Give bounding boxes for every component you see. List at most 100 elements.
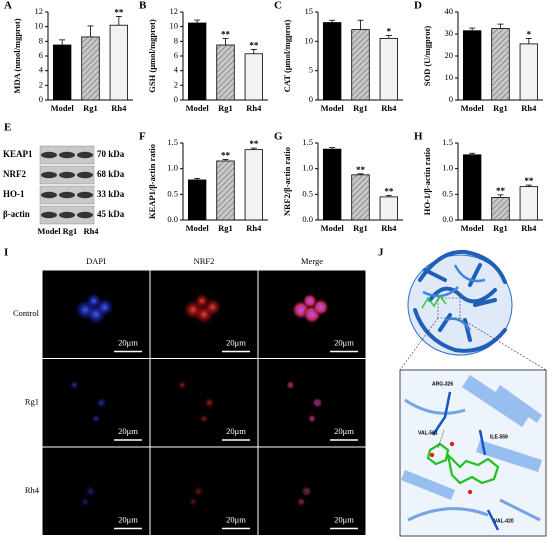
size-label: 70 kDa bbox=[97, 149, 125, 159]
blot-band bbox=[41, 191, 57, 199]
cell bbox=[297, 497, 306, 506]
cell bbox=[96, 397, 107, 408]
y-tick-label: 4 bbox=[39, 65, 44, 75]
y-tick-label: 0 bbox=[449, 94, 453, 104]
x-tick-label: Model bbox=[51, 103, 75, 113]
y-tick-label: 30 bbox=[445, 28, 454, 38]
panel-letter: A bbox=[4, 0, 12, 12]
micrograph bbox=[42, 359, 150, 447]
y-tick-label: 0.5 bbox=[167, 188, 178, 198]
cell bbox=[193, 486, 204, 497]
significance-label: ** bbox=[249, 139, 259, 149]
cell bbox=[70, 381, 79, 390]
y-tick-label: 12 bbox=[35, 6, 44, 16]
blot-band bbox=[59, 171, 75, 179]
size-label: 45 kDa bbox=[97, 209, 125, 219]
panel-letter: C bbox=[274, 0, 282, 12]
protein-label: β-actin bbox=[3, 209, 30, 219]
panel-letter: H bbox=[414, 131, 423, 143]
protein-label: HO-1 bbox=[3, 189, 25, 199]
x-tick-label: Rh4 bbox=[521, 103, 537, 113]
y-tick-label: 1.0 bbox=[302, 163, 313, 173]
bar bbox=[379, 38, 399, 101]
bar bbox=[322, 22, 342, 101]
column-label: NRF2 bbox=[194, 256, 215, 266]
y-tick-label: 10 bbox=[305, 35, 314, 45]
y-axis-label: CAT (μmol/mgprot) bbox=[282, 20, 292, 93]
protein-label: KEAP1 bbox=[3, 149, 33, 159]
panel-letter: E bbox=[4, 122, 11, 134]
significance-label: * bbox=[387, 27, 392, 37]
x-tick-label: Rh4 bbox=[246, 223, 262, 233]
scale-bar-label: 20μm bbox=[226, 514, 246, 524]
scale-bar-label: 20μm bbox=[118, 514, 138, 524]
size-label: 33 kDa bbox=[97, 189, 125, 199]
micrograph bbox=[150, 447, 258, 535]
bar bbox=[519, 186, 539, 221]
y-tick-label: 2 bbox=[39, 79, 43, 89]
lane-label: Model bbox=[37, 226, 61, 236]
blot-band bbox=[59, 191, 75, 199]
micrograph bbox=[258, 447, 366, 535]
cell bbox=[81, 497, 90, 506]
y-tick-label: 10 bbox=[170, 21, 179, 31]
y-axis-label: HO-1/β-actin ratio bbox=[422, 148, 432, 216]
y-tick-label: 6 bbox=[174, 50, 178, 60]
significance-label: ** bbox=[384, 186, 394, 196]
panel-letter: B bbox=[139, 0, 147, 12]
y-tick-label: 10 bbox=[445, 72, 454, 82]
y-tick-label: 0 bbox=[174, 94, 178, 104]
row-label: Rh4 bbox=[25, 485, 40, 495]
significance-label: ** bbox=[524, 176, 534, 186]
x-tick-label: Model bbox=[461, 223, 485, 233]
x-tick-label: Rh4 bbox=[111, 103, 127, 113]
x-tick-label: Model bbox=[321, 223, 345, 233]
bar bbox=[216, 160, 235, 221]
bar bbox=[187, 179, 207, 221]
significance-label: ** bbox=[496, 186, 506, 196]
significance-label: ** bbox=[221, 150, 231, 160]
cell bbox=[312, 299, 329, 316]
row-label: Control bbox=[13, 308, 40, 318]
column-label: Merge bbox=[301, 256, 323, 266]
bar bbox=[462, 30, 482, 101]
x-tick-label: Rh4 bbox=[246, 103, 262, 113]
cell bbox=[86, 293, 101, 308]
blot-band bbox=[41, 171, 57, 179]
cell bbox=[189, 497, 198, 506]
bar bbox=[52, 44, 72, 101]
y-tick-label: 0.5 bbox=[302, 188, 313, 198]
panel-letter: F bbox=[139, 131, 146, 143]
protein-label: NRF2 bbox=[3, 169, 26, 179]
x-tick-label: Rg1 bbox=[353, 103, 368, 113]
blot-band bbox=[77, 191, 93, 199]
blot-band bbox=[41, 211, 57, 219]
cell bbox=[178, 381, 187, 390]
x-tick-label: Model bbox=[186, 223, 210, 233]
y-tick-label: 2 bbox=[174, 79, 178, 89]
cell bbox=[204, 299, 221, 316]
panel-letter: D bbox=[414, 0, 422, 12]
x-tick-label: Rh4 bbox=[521, 223, 537, 233]
y-tick-label: 1.0 bbox=[167, 163, 178, 173]
bar bbox=[351, 174, 370, 221]
micrograph bbox=[258, 359, 366, 447]
cell bbox=[312, 397, 323, 408]
y-tick-label: 15 bbox=[305, 6, 314, 16]
x-tick-label: Model bbox=[186, 103, 210, 113]
significance-label: * bbox=[527, 29, 532, 39]
y-tick-label: 8 bbox=[174, 35, 178, 45]
x-tick-label: Rg1 bbox=[353, 223, 368, 233]
panel-letter: G bbox=[274, 131, 283, 143]
bar bbox=[187, 22, 207, 101]
significance-label: ** bbox=[249, 40, 259, 50]
x-tick-label: Model bbox=[461, 103, 485, 113]
panel-letter: I bbox=[4, 247, 8, 259]
docking-zoom bbox=[399, 369, 547, 537]
micrograph bbox=[42, 447, 150, 535]
y-tick-label: 8 bbox=[39, 35, 43, 45]
y-tick-label: 40 bbox=[445, 6, 454, 16]
y-axis-label: MDA (nmol/mgprot) bbox=[12, 18, 22, 93]
significance-label: ** bbox=[221, 29, 231, 39]
